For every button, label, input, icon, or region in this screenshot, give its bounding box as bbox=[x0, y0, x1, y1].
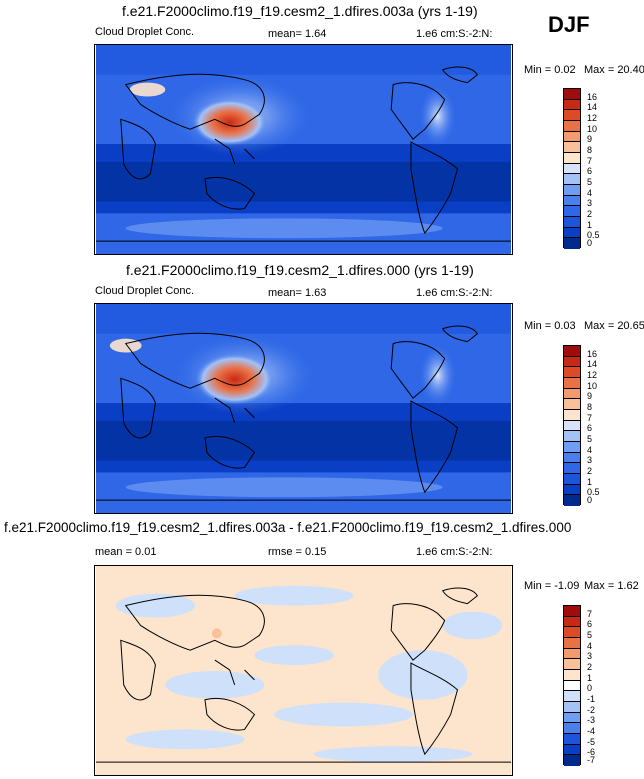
cb1-tick: 3 bbox=[587, 198, 593, 208]
cb2-tick: 16 bbox=[587, 349, 598, 359]
cb1-tick: 8 bbox=[587, 145, 593, 155]
cb1-tick: 14 bbox=[587, 102, 598, 112]
cb3-tick: 5 bbox=[587, 630, 593, 640]
panel2-title: f.e21.F2000climo.f19_f19.cesm2_1.dfires.… bbox=[126, 262, 474, 278]
cb2-tick: 12 bbox=[587, 370, 598, 380]
panel2-map bbox=[94, 303, 513, 514]
panel1-colorbar bbox=[563, 88, 581, 249]
cb3-tick: -2 bbox=[587, 705, 596, 715]
cb1-tick: 16 bbox=[587, 92, 598, 102]
cb1-tick: 5 bbox=[587, 177, 593, 187]
cb3-tick: 2 bbox=[587, 662, 593, 672]
cb2-tick: 6 bbox=[587, 423, 593, 433]
cb1-tick: 1 bbox=[587, 220, 593, 230]
panel3-rmse-label: rmse = 0.15 bbox=[268, 546, 327, 558]
cb1-tick: 7 bbox=[587, 156, 593, 166]
panel3-units-label: 1.e6 cm:S:-2:N: bbox=[416, 546, 493, 558]
panel2-variable-label: Cloud Droplet Conc. bbox=[95, 285, 195, 297]
panel2-colorbar bbox=[563, 345, 581, 506]
panel1-min-label: Min = 0.02 bbox=[524, 64, 576, 76]
cb3-tick: 6 bbox=[587, 619, 593, 629]
cb2-tick: 3 bbox=[587, 455, 593, 465]
cb1-tick: 2 bbox=[587, 209, 593, 219]
panel3-map bbox=[94, 565, 513, 776]
panel2-units-label: 1.e6 cm:S:-2:N: bbox=[416, 287, 493, 299]
cb2-tick: 7 bbox=[587, 413, 593, 423]
panel1-units-label: 1.e6 cm:S:-2:N: bbox=[416, 28, 493, 40]
panel1-map bbox=[94, 44, 513, 255]
cb3-tick: 7 bbox=[587, 609, 593, 619]
panel1-variable-label: Cloud Droplet Conc. bbox=[95, 26, 195, 38]
cb2-tick: 1 bbox=[587, 477, 593, 487]
cb1-tick: 10 bbox=[587, 124, 598, 134]
cb3-tick: 0 bbox=[587, 683, 593, 693]
cb1-tick: 0.5 bbox=[587, 230, 600, 240]
cb2-tick: 14 bbox=[587, 359, 598, 369]
panel3-min-label: Min = -1.09 bbox=[524, 580, 580, 592]
panel1-mean-label: mean= 1.64 bbox=[268, 28, 327, 40]
cb3-tick: 4 bbox=[587, 641, 593, 651]
cb3-tick: -4 bbox=[587, 726, 596, 736]
panel2-mean-label: mean= 1.63 bbox=[268, 287, 327, 299]
cb2-tick: 10 bbox=[587, 381, 598, 391]
panel3-mean-label: mean = 0.01 bbox=[95, 546, 157, 558]
cb2-tick: 5 bbox=[587, 434, 593, 444]
cb2-tick: 8 bbox=[587, 402, 593, 412]
cb2-tick: 0 bbox=[587, 495, 593, 505]
panel3-colorbar bbox=[563, 605, 581, 766]
season-label: DJF bbox=[548, 12, 590, 37]
cb1-tick: 0 bbox=[587, 238, 593, 248]
cb3-tick: -6 bbox=[587, 747, 596, 757]
cb1-tick: 4 bbox=[587, 188, 593, 198]
panel2-max-label: Max = 20.65 bbox=[584, 320, 644, 332]
cb3-tick: -7 bbox=[587, 755, 596, 765]
cb3-tick: -1 bbox=[587, 694, 596, 704]
cb2-tick: 9 bbox=[587, 391, 593, 401]
cb1-tick: 12 bbox=[587, 113, 598, 123]
panel1-title: f.e21.F2000climo.f19_f19.cesm2_1.dfires.… bbox=[122, 3, 478, 19]
cb2-tick: 4 bbox=[587, 445, 593, 455]
cb2-tick: 0.5 bbox=[587, 487, 600, 497]
panel2-min-label: Min = 0.03 bbox=[524, 320, 576, 332]
cb3-tick: -5 bbox=[587, 737, 596, 747]
cb2-tick: 2 bbox=[587, 466, 593, 476]
cb3-tick: 3 bbox=[587, 651, 593, 661]
cb1-tick: 9 bbox=[587, 134, 593, 144]
panel3-title: f.e21.F2000climo.f19_f19.cesm2_1.dfires.… bbox=[4, 520, 572, 535]
cb1-tick: 6 bbox=[587, 166, 593, 176]
panel3-max-label: Max = 1.62 bbox=[584, 580, 639, 592]
cb3-tick: 1 bbox=[587, 673, 593, 683]
cb3-tick: -3 bbox=[587, 715, 596, 725]
panel1-max-label: Max = 20.40 bbox=[584, 64, 644, 76]
